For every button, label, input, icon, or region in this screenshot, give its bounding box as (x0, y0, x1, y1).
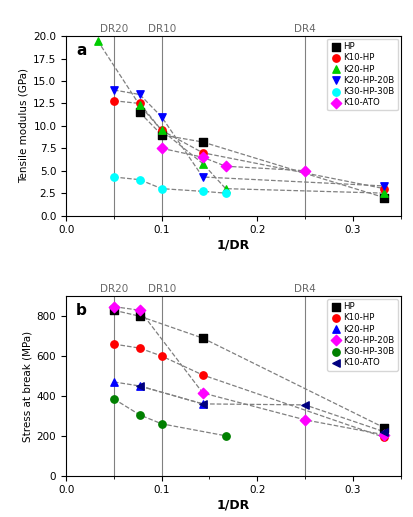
K20-HP-20B (158, 113, 165, 121)
K20-HP-20B (136, 306, 143, 314)
K20-HP-20B (302, 416, 309, 424)
Text: DR4: DR4 (294, 284, 316, 295)
K20-HP (136, 382, 143, 390)
K10-HP (381, 185, 388, 193)
HP (111, 306, 117, 314)
K20-HP (111, 378, 117, 386)
Text: DR10: DR10 (147, 24, 176, 35)
K10-ATO (199, 153, 206, 161)
K20-HP-20B (381, 431, 388, 439)
K10-ATO (302, 401, 309, 409)
Y-axis label: Stress at break (MPa): Stress at break (MPa) (23, 330, 33, 442)
K10-HP (111, 97, 117, 105)
K20-HP-20B (111, 86, 117, 94)
K30-HP-30B (222, 189, 229, 197)
Text: DR10: DR10 (147, 284, 176, 295)
K10-HP (136, 344, 143, 352)
K20-HP-20B (111, 302, 117, 311)
K20-HP-20B (136, 90, 143, 99)
HP (381, 193, 388, 202)
K10-ATO (199, 400, 206, 408)
Text: b: b (76, 303, 87, 318)
K10-HP (199, 371, 206, 379)
K10-HP (111, 340, 117, 348)
K30-HP-30B (136, 410, 143, 419)
K30-HP-30B (158, 420, 165, 428)
K30-HP-30B (111, 173, 117, 181)
K10-ATO (158, 144, 165, 153)
HP (199, 334, 206, 342)
Y-axis label: Tensile modulus (GPa): Tensile modulus (GPa) (19, 68, 29, 184)
Legend: HP, K10-HP, K20-HP, K20-HP-20B, K30-HP-30B, K10-ATO: HP, K10-HP, K20-HP, K20-HP-20B, K30-HP-3… (327, 299, 398, 371)
Legend: HP, K10-HP, K20-HP, K20-HP-20B, K30-HP-30B, K10-ATO: HP, K10-HP, K20-HP, K20-HP-20B, K30-HP-3… (327, 39, 398, 111)
K30-HP-30B (222, 432, 229, 440)
K10-ATO (222, 162, 229, 171)
K10-HP (381, 433, 388, 442)
K20-HP (136, 101, 143, 110)
K10-ATO (302, 166, 309, 175)
Text: a: a (76, 43, 86, 58)
K20-HP-20B (199, 389, 206, 397)
K30-HP-30B (136, 176, 143, 184)
Text: DR20: DR20 (100, 24, 128, 35)
X-axis label: 1/DR: 1/DR (217, 238, 250, 251)
K20-HP (381, 189, 388, 197)
K30-HP-30B (158, 185, 165, 193)
K10-ATO (136, 382, 143, 390)
K30-HP-30B (199, 187, 206, 195)
HP (381, 423, 388, 432)
HP (136, 108, 143, 116)
HP (158, 131, 165, 139)
K20-HP (222, 185, 229, 193)
K20-HP (158, 126, 165, 134)
Text: DR4: DR4 (294, 24, 316, 35)
HP (199, 138, 206, 146)
K20-HP-20B (199, 173, 206, 181)
K20-HP (199, 400, 206, 408)
K30-HP-30B (111, 395, 117, 403)
HP (136, 312, 143, 321)
K20-HP (199, 159, 206, 168)
K10-HP (158, 352, 165, 360)
K20-HP (94, 37, 101, 45)
K10-HP (136, 99, 143, 108)
K20-HP-20B (381, 182, 388, 190)
K10-HP (199, 149, 206, 157)
Text: DR20: DR20 (100, 284, 128, 295)
K10-ATO (381, 428, 388, 436)
X-axis label: 1/DR: 1/DR (217, 498, 250, 511)
K10-HP (158, 126, 165, 134)
